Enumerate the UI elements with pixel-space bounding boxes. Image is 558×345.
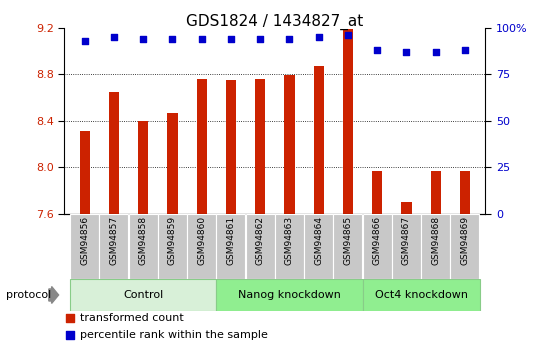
Text: percentile rank within the sample: percentile rank within the sample [80, 331, 268, 340]
Bar [334, 214, 363, 279]
Point [431, 49, 440, 55]
Point [80, 38, 89, 43]
Text: GSM94859: GSM94859 [168, 216, 177, 265]
Text: GSM94867: GSM94867 [402, 216, 411, 265]
Point [460, 47, 469, 53]
Text: transformed count: transformed count [80, 313, 184, 323]
Text: GSM94858: GSM94858 [138, 216, 148, 265]
Bar [158, 214, 187, 279]
Bar [431, 171, 441, 214]
Text: Nanog knockdown: Nanog knockdown [238, 290, 341, 300]
Point [66, 333, 75, 338]
Point [66, 315, 75, 321]
Bar [460, 171, 470, 214]
Point [139, 36, 148, 41]
Point [373, 47, 382, 53]
Text: GSM94860: GSM94860 [197, 216, 206, 265]
Point [256, 36, 264, 41]
Bar [99, 214, 128, 279]
FancyArrow shape [49, 286, 59, 304]
Bar [226, 80, 236, 214]
Bar [80, 131, 90, 214]
Text: GSM94857: GSM94857 [109, 216, 118, 265]
Bar [255, 79, 265, 214]
Bar [363, 279, 480, 311]
Point [227, 36, 235, 41]
Point [314, 34, 323, 40]
Bar [138, 121, 148, 214]
Bar [401, 202, 412, 214]
Text: GSM94863: GSM94863 [285, 216, 294, 265]
Bar [285, 75, 295, 214]
Bar [304, 214, 333, 279]
Text: GSM94864: GSM94864 [314, 216, 323, 265]
Point [109, 34, 118, 40]
Point [197, 36, 206, 41]
Bar [187, 214, 216, 279]
Bar [314, 66, 324, 214]
Bar [421, 214, 450, 279]
Bar [70, 214, 99, 279]
Bar [363, 214, 392, 279]
Bar [372, 171, 382, 214]
Text: protocol: protocol [6, 290, 51, 300]
Text: GSM94866: GSM94866 [373, 216, 382, 265]
Bar [109, 92, 119, 214]
Bar [129, 214, 158, 279]
Bar [392, 214, 421, 279]
Text: GSM94856: GSM94856 [80, 216, 89, 265]
Text: GSM94868: GSM94868 [431, 216, 440, 265]
Point [402, 49, 411, 55]
Bar [450, 214, 479, 279]
Bar [196, 79, 207, 214]
Text: GSM94869: GSM94869 [460, 216, 469, 265]
Text: Oct4 knockdown: Oct4 knockdown [374, 290, 468, 300]
Bar [167, 112, 177, 214]
Text: GSM94861: GSM94861 [227, 216, 235, 265]
Text: GDS1824 / 1434827_at: GDS1824 / 1434827_at [186, 14, 363, 30]
Point [344, 32, 353, 38]
Bar [246, 214, 275, 279]
Point [285, 36, 294, 41]
Text: GSM94862: GSM94862 [256, 216, 264, 265]
Bar [343, 29, 353, 214]
Text: GSM94865: GSM94865 [344, 216, 353, 265]
Text: Control: Control [123, 290, 163, 300]
Bar [275, 214, 304, 279]
Bar [217, 214, 246, 279]
Point [168, 36, 177, 41]
Bar [70, 279, 217, 311]
Bar [217, 279, 363, 311]
